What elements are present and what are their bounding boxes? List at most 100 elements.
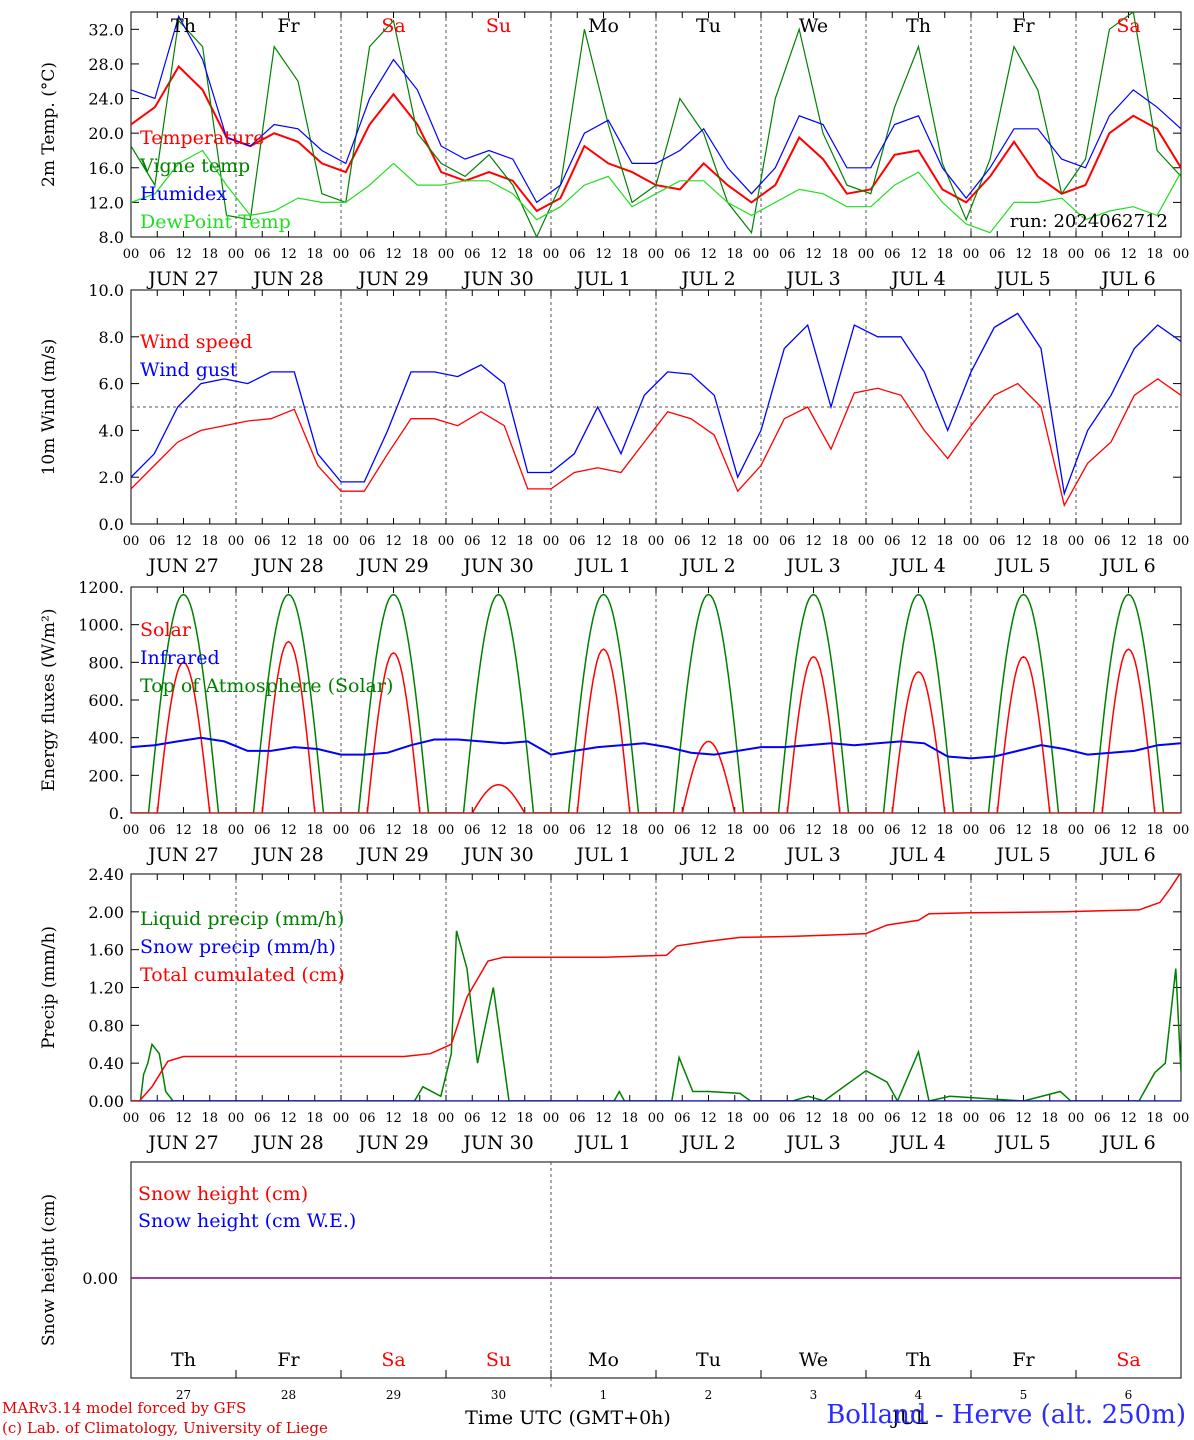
hour-tick-label: 00 [333, 534, 350, 549]
hour-tick-label: 18 [411, 534, 428, 549]
hour-tick-label: 06 [779, 1111, 796, 1126]
y-tick-label: 8.0 [99, 328, 124, 347]
model-credit: MARv3.14 model forced by GFS [2, 1399, 247, 1417]
hour-tick-label: 00 [543, 1111, 560, 1126]
y-tick-label: 0.00 [88, 1092, 124, 1111]
hour-tick-label: 18 [1041, 534, 1058, 549]
hour-tick-label: 06 [464, 1111, 481, 1126]
date-label: JUL 6 [1099, 1132, 1155, 1154]
hour-tick-label: 06 [1094, 1111, 1111, 1126]
hour-tick-label: 12 [910, 247, 927, 262]
hour-tick-label: 06 [779, 823, 796, 838]
y-tick-label: 20.0 [88, 124, 124, 143]
hour-tick-label: 12 [1120, 534, 1137, 549]
weekday-label: We [799, 1349, 828, 1371]
y-tick-label: 0.40 [88, 1054, 124, 1073]
series-line [131, 312, 1181, 497]
y-tick-label: 2.0 [99, 468, 124, 487]
y-tick-label: 400. [88, 729, 124, 748]
y-tick-label: 0.80 [88, 1016, 124, 1035]
hour-tick-label: 06 [884, 1111, 901, 1126]
legend-entry: Snow height (cm) [138, 1183, 308, 1205]
hour-tick-label: 18 [726, 823, 743, 838]
hour-tick-label: 12 [1015, 823, 1032, 838]
legend-entry: Temperature [140, 127, 264, 149]
hour-tick-label: 06 [989, 823, 1006, 838]
day-number: 4 [915, 1388, 923, 1402]
hour-tick-label: 00 [648, 247, 665, 262]
hour-tick-label: 12 [1015, 1111, 1032, 1126]
y-tick-label: 2.00 [88, 903, 124, 922]
hour-tick-label: 06 [254, 247, 271, 262]
hour-tick-label: 00 [123, 534, 140, 549]
hour-tick-label: 06 [149, 1111, 166, 1126]
x-axis-label: Time UTC (GMT+0h) [465, 1407, 671, 1429]
hour-tick-label: 00 [438, 534, 455, 549]
day-number: 3 [810, 1388, 818, 1402]
day-number: 30 [491, 1388, 506, 1402]
hour-tick-label: 18 [1146, 823, 1163, 838]
hour-tick-label: 12 [595, 823, 612, 838]
date-label: JUN 30 [461, 268, 533, 290]
legend-entry: Liquid precip (mm/h) [140, 908, 344, 930]
plot-area [131, 593, 1181, 813]
hour-tick-label: 00 [648, 823, 665, 838]
date-label: JUL 1 [574, 555, 630, 577]
y-axis-label: Precip (mm/h) [39, 926, 59, 1049]
series-line [131, 12, 1181, 237]
hour-tick-label: 18 [1041, 823, 1058, 838]
hour-tick-label: 00 [1068, 534, 1085, 549]
hour-tick-label: 00 [963, 534, 980, 549]
hour-tick-label: 06 [1094, 823, 1111, 838]
hour-tick-label: 12 [1015, 247, 1032, 262]
legend-entry: Total cumulated (cm) [140, 964, 345, 986]
hour-tick-label: 18 [831, 534, 848, 549]
hour-tick-label: 18 [936, 1111, 953, 1126]
hour-tick-label: 12 [595, 534, 612, 549]
hour-tick-label: 12 [910, 534, 927, 549]
hour-tick-label: 06 [254, 823, 271, 838]
hour-tick-label: 00 [333, 823, 350, 838]
hour-tick-label: 06 [989, 534, 1006, 549]
date-label: JUL 3 [784, 1132, 840, 1154]
weekday-label: Su [486, 15, 511, 37]
hour-tick-label: 12 [1120, 1111, 1137, 1126]
hour-tick-label: 18 [1146, 1111, 1163, 1126]
date-label: JUN 27 [146, 555, 218, 577]
hour-tick-label: 12 [490, 247, 507, 262]
y-tick-label: 32.0 [88, 20, 124, 39]
date-label: JUL 6 [1099, 844, 1155, 866]
weekday-label: Sa [381, 1349, 405, 1371]
date-label: JUN 29 [356, 555, 428, 577]
solar-line [131, 640, 1181, 813]
date-label: JUN 27 [146, 844, 218, 866]
panel-flux: Energy fluxes (W/m²) 0. 200. 400. 600. 800. 10… [39, 578, 1189, 866]
weekday-label: Sa [1116, 1349, 1140, 1371]
hour-tick-label: 18 [1041, 247, 1058, 262]
hour-tick-label: 06 [989, 1111, 1006, 1126]
hour-tick-label: 18 [936, 534, 953, 549]
hour-tick-label: 18 [621, 534, 638, 549]
hour-tick-label: 12 [175, 823, 192, 838]
date-label: JUL 3 [784, 844, 840, 866]
weekday-label: Th [906, 15, 931, 37]
date-label: JUL 2 [679, 268, 735, 290]
date-label: JUL 5 [994, 268, 1050, 290]
day-number: 29 [386, 1388, 401, 1402]
hour-tick-label: 18 [621, 823, 638, 838]
hour-tick-label: 06 [149, 247, 166, 262]
hour-tick-label: 06 [149, 823, 166, 838]
day-number: 2 [705, 1388, 713, 1402]
hour-tick-label: 06 [779, 247, 796, 262]
lab-credit: (c) Lab. of Climatology, University of L… [2, 1419, 328, 1437]
panel-temp: 2m Temp. (°C) 8.0 12.0 16.0 20.0 24.0 28.0 32.0… [39, 11, 1189, 290]
hour-tick-label: 06 [674, 247, 691, 262]
y-tick-label: 1.20 [88, 979, 124, 998]
hour-tick-label: 18 [306, 823, 323, 838]
hour-tick-label: 00 [753, 247, 770, 262]
hour-tick-label: 12 [1120, 823, 1137, 838]
weekday-label: Mo [588, 15, 619, 37]
weekday-label: Th [906, 1349, 931, 1371]
hour-tick-label: 06 [359, 823, 376, 838]
hour-tick-label: 06 [359, 247, 376, 262]
